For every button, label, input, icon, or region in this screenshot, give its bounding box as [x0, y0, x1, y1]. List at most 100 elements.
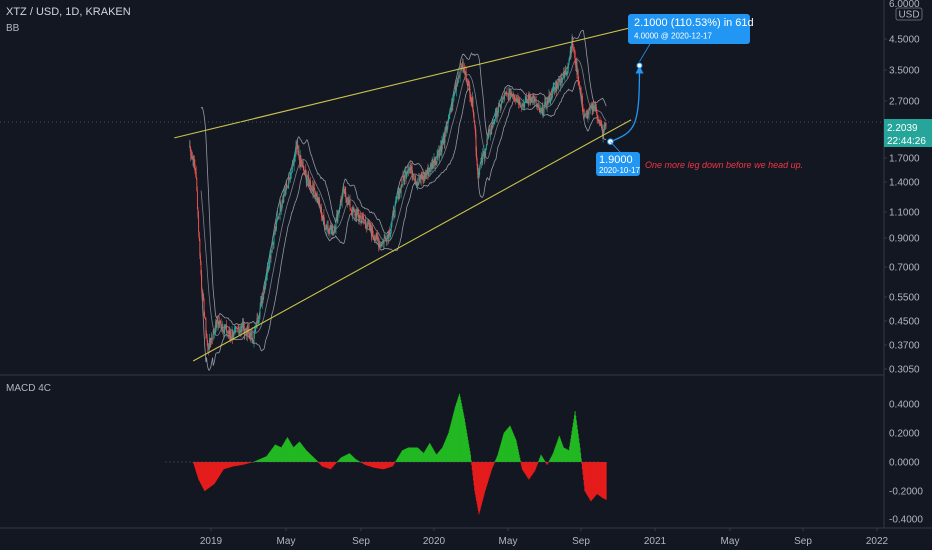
macd-bar: [237, 462, 239, 466]
candle-body: [512, 93, 514, 97]
candle-body: [220, 320, 221, 323]
macd-bar: [419, 449, 421, 462]
candle-body: [465, 71, 467, 82]
time-tick-label: Sep: [352, 536, 370, 547]
candle-body: [545, 101, 547, 107]
macd-label[interactable]: MACD 4C: [6, 383, 51, 394]
candle-body: [229, 329, 231, 335]
candle-body: [266, 266, 268, 276]
macd-bar: [567, 449, 569, 462]
macd-bar: [220, 462, 222, 474]
macd-bar: [356, 460, 358, 462]
indicator-label[interactable]: BB: [6, 23, 20, 34]
macd-bar: [396, 459, 398, 462]
candle-body: [380, 244, 382, 246]
macd-bar: [457, 399, 459, 462]
macd-bar: [483, 462, 485, 494]
candle-body: [218, 321, 220, 325]
candle-body: [460, 64, 462, 66]
macd-bar: [370, 462, 372, 467]
candle-body: [273, 233, 275, 245]
macd-bar: [573, 415, 575, 462]
candle-body: [375, 233, 377, 240]
macd-bar: [570, 434, 572, 462]
macd-bar: [508, 427, 510, 462]
macd-bar: [472, 462, 474, 476]
symbol-title[interactable]: XTZ / USD, 1D, KRAKEN: [6, 6, 131, 18]
macd-bar: [420, 450, 422, 462]
candle-body: [431, 162, 433, 170]
macd-bar: [314, 458, 316, 462]
candle-body: [530, 97, 532, 102]
macd-bar: [322, 462, 324, 467]
price-tick-label: 6.0000: [889, 0, 920, 10]
macd-bar: [493, 462, 495, 465]
candle-body: [280, 206, 282, 209]
macd-bar: [292, 446, 294, 462]
macd-bar: [207, 462, 209, 489]
macd-bar: [483, 462, 485, 496]
macd-bar: [557, 439, 559, 462]
candle-body: [279, 214, 280, 215]
macd-bar: [200, 462, 202, 485]
candle-body: [453, 96, 454, 98]
macd-bar: [458, 395, 460, 462]
macd-bar: [193, 462, 195, 466]
candle-body: [416, 181, 418, 186]
macd-bar: [579, 447, 581, 462]
macd-bar: [426, 448, 428, 462]
candle-body: [325, 225, 327, 229]
trendlines[interactable]: [174, 24, 641, 362]
macd-bar: [252, 462, 254, 463]
macd-bar: [538, 459, 540, 462]
macd-bar: [198, 462, 200, 480]
candle-body: [468, 80, 470, 83]
macd-bar: [449, 428, 451, 462]
candle-body: [368, 222, 370, 224]
macd-bar: [467, 440, 469, 462]
candle-body: [467, 80, 469, 87]
macd-bar: [301, 444, 303, 462]
macd-bar: [387, 462, 389, 468]
macd-bar: [581, 462, 583, 464]
macd-bar: [232, 462, 234, 467]
macd-bar: [243, 462, 245, 465]
macd-bar: [348, 453, 350, 462]
macd-bar: [210, 462, 212, 487]
candle-body: [227, 332, 229, 333]
macd-bar: [600, 462, 602, 497]
macd-bar: [451, 418, 453, 462]
macd-bar: [327, 462, 329, 469]
macd-bar: [214, 462, 216, 483]
macd-bar: [269, 452, 271, 462]
macd-bar: [543, 459, 545, 462]
macd-bar: [516, 443, 518, 462]
macd-bar: [335, 462, 337, 464]
candle-body: [209, 337, 211, 349]
currency-badge[interactable]: [895, 7, 923, 21]
candle-body: [291, 164, 293, 173]
macd-bar: [195, 462, 197, 470]
candle-body: [262, 297, 263, 304]
candle-body: [377, 239, 379, 241]
candle-body: [308, 179, 310, 187]
candle-body: [318, 199, 320, 205]
point-callout[interactable]: 1.9000 2020-10-17: [596, 152, 640, 176]
candle-body: [296, 147, 297, 150]
candle-body: [206, 336, 208, 342]
macd-bar: [605, 462, 607, 500]
candle-body: [457, 75, 459, 83]
macd-bar: [540, 454, 542, 462]
macd-bar: [592, 462, 594, 499]
macd-bar: [578, 442, 580, 462]
candle-body: [556, 82, 558, 91]
macd-bar: [480, 462, 482, 508]
macd-bar: [246, 462, 248, 464]
macd-bar: [391, 462, 393, 467]
macd-bar: [505, 430, 507, 462]
macd-bar: [584, 462, 586, 491]
candle-body: [320, 207, 322, 210]
candle-body: [351, 211, 353, 215]
target-callout[interactable]: 2.1000 (110.53%) in 61d 4.0000 @ 2020-12…: [628, 14, 754, 44]
